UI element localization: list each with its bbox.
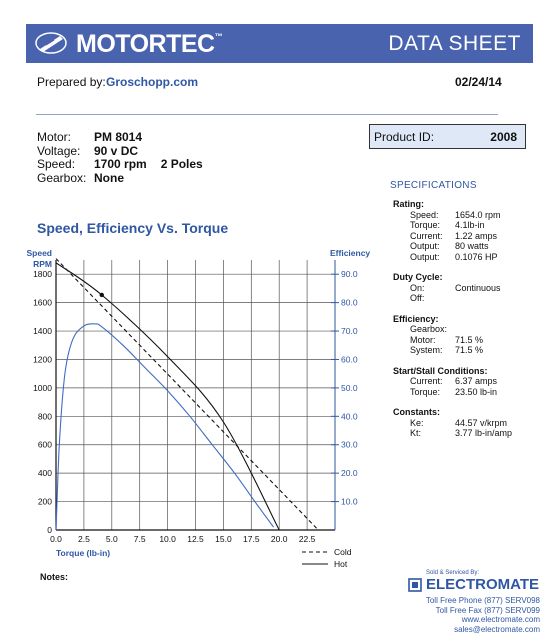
rating-heading: Rating: [393,199,424,209]
motor-row: Motor: PM 8014 [37,130,143,144]
spec-row: Speed: 1654.0 rpm [410,209,501,220]
product-id-label: Product ID: [374,130,435,144]
chart-axes [55,260,339,531]
document-type-title: DATA SHEET [388,32,521,55]
prepared-by-label: Prepared by: [37,75,106,89]
email-link[interactable]: sales@electromate.com [454,624,540,634]
y-left-tick-label: 0 [47,525,52,535]
y-left-tick-label: 600 [38,440,52,450]
chart-labels: 0.0 2.5 5.0 7.5 10.0 12.5 15.0 17.5 20.0 22.5 0 200… [26,248,370,569]
document-date: 02/24/14 [455,75,502,89]
gearbox-row: Gearbox: None [37,170,124,185]
fax-line: Toll Free Fax (877) SERV099 [435,605,540,615]
specifications-title: SPECIFICATIONS [390,180,477,191]
header-banner: MOTORTEC™ DATA SHEET [26,24,533,63]
series-line-efficiency [55,323,275,531]
y-right-tick-label: 10.0 [341,497,358,507]
series-line-hot [55,262,280,531]
x-tick-label: 20.0 [271,534,288,544]
spec-row: Current: 1.22 amps [410,230,498,241]
product-id-box: Product ID: 2008 [369,124,526,149]
spec-row: Torque: 4.1lb-in [410,220,485,230]
x-axis-title: Torque (lb-in) [56,548,110,558]
y-left-tick-label: 1000 [33,383,52,393]
y-right-axis-title: Efficiency [330,248,370,258]
y-right-tick-label: 50.0 [341,383,358,393]
x-tick-label: 5.0 [106,534,118,544]
y-left-tick-label: 1600 [33,298,52,308]
spec-row: Motor: 71.5 % [410,334,484,345]
chart-series [55,258,319,531]
y-right-tick-label: 60.0 [341,354,358,364]
notes-label: Notes: [40,572,69,582]
product-id-value: 2008 [490,130,517,144]
y-left-axis-unit: RPM [33,259,52,269]
website-link[interactable]: www.electromate.com [461,615,540,624]
x-tick-label: 15.0 [215,534,232,544]
motor-info: Motor: PM 8014 Voltage: 90 v DC Speed: 1700… [37,130,203,185]
speed-row: Speed: 1700 rpm 2 Poles [37,157,203,171]
rated-point-marker [99,292,104,298]
y-right-tick-label: 80.0 [341,298,358,308]
spec-row: Output: 0.1076 HP [410,251,498,262]
spec-row: Current: 6.37 amps [410,376,498,386]
specifications-list: Rating: Speed: 1654.0 rpm Torque: 4.1lb-in… [393,199,512,439]
stall-heading: Start/Stall Conditions: [393,365,488,376]
y-right-tick-label: 90.0 [341,269,358,279]
constants-heading: Constants: [393,407,440,417]
x-tick-label: 0.0 [50,534,62,544]
spec-row: On: Continuous [410,282,501,293]
electromate-logo: ELECTROMATE [408,576,540,593]
y-left-axis-title: Speed [26,248,52,258]
spec-row: Gearbox: [410,324,448,334]
y-right-tick-label: 70.0 [341,326,358,336]
y-left-tick-label: 1200 [33,354,52,364]
spec-row: Off: [410,293,425,303]
y-left-tick-label: 800 [38,411,52,421]
y-left-tick-label: 400 [38,468,52,478]
y-right-tick-label: 40.0 [341,411,358,421]
chart-title: Speed, Efficiency Vs. Torque [37,220,229,236]
spec-row: Ke: 44.57 v/krpm [410,417,508,428]
y-left-tick-label: 1800 [33,269,52,279]
contact-lines: Toll Free Phone (877) SERV098 Toll Free … [408,596,540,634]
x-tick-label: 10.0 [159,534,176,544]
efficiency-heading: Efficiency: [393,313,439,324]
sold-by-label: Sold & Serviced By: [426,570,480,576]
divider [36,114,498,115]
prepared-by-value[interactable]: Groschopp.com [106,75,199,89]
y-right-tick-label: 20.0 [341,468,358,478]
electromate-mark-icon [408,577,422,592]
motortec-logo-icon [35,32,67,54]
brand-name: MOTORTEC™ [76,30,223,58]
x-tick-label: 17.5 [243,534,260,544]
phone-line: Toll Free Phone (877) SERV098 [425,596,540,605]
spec-row: Output: 80 watts [410,241,489,251]
x-tick-label: 2.5 [78,534,90,544]
duty-cycle-heading: Duty Cycle: [393,272,443,282]
y-left-tick-label: 1400 [33,326,52,336]
spec-row: System: 71.5 % [410,345,484,355]
legend-label: Cold [334,547,352,557]
chart-grid [56,260,335,530]
y-left-tick-label: 200 [38,497,52,507]
x-tick-label: 22.5 [299,534,316,544]
legend-label: Hot [334,559,348,569]
spec-row: Kt: 3.77 lb-in/amp [410,428,513,438]
distributor-block: Sold & Serviced By: ELECTROMATE Toll Fre… [408,570,540,634]
x-tick-label: 7.5 [134,534,146,544]
y-right-tick-label: 30.0 [341,440,358,450]
x-tick-label: 12.5 [187,534,204,544]
spec-row: Torque: 23.50 lb-in [410,386,498,397]
voltage-row: Voltage: 90 v DC [37,143,139,158]
